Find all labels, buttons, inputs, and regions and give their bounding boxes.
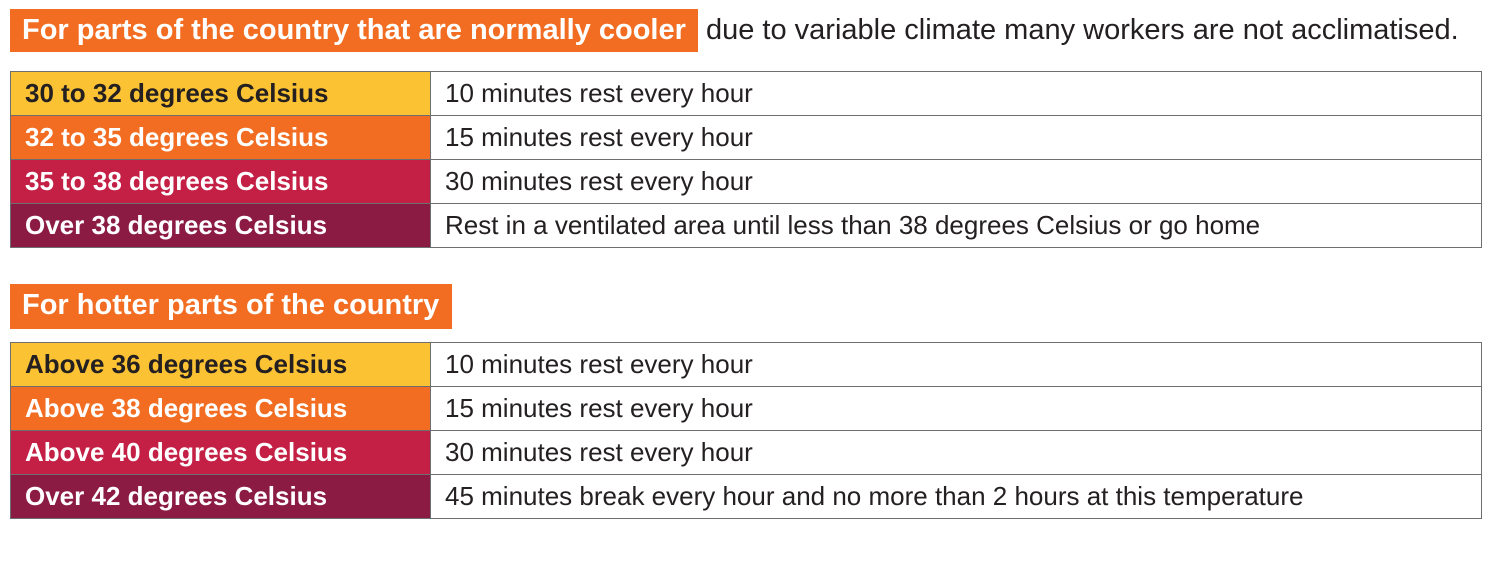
table-row: Above 40 degrees Celsius 30 minutes rest…	[10, 430, 1482, 475]
table-row: Over 42 degrees Celsius 45 minutes break…	[10, 474, 1482, 519]
temperature-range-cell: Over 38 degrees Celsius	[10, 203, 431, 248]
rest-action-cell: 45 minutes break every hour and no more …	[430, 474, 1482, 519]
temperature-range-cell: Above 38 degrees Celsius	[10, 386, 431, 431]
table-row: 30 to 32 degrees Celsius 10 minutes rest…	[10, 71, 1482, 116]
hotter-regions-table: Above 36 degrees Celsius 10 minutes rest…	[10, 342, 1482, 519]
rest-action-cell: 10 minutes rest every hour	[430, 342, 1482, 387]
rest-action-cell: 15 minutes rest every hour	[430, 386, 1482, 431]
table-row: 35 to 38 degrees Celsius 30 minutes rest…	[10, 159, 1482, 204]
table-row: Above 36 degrees Celsius 10 minutes rest…	[10, 342, 1482, 387]
table-row: 32 to 35 degrees Celsius 15 minutes rest…	[10, 115, 1482, 160]
intro-paragraph: For parts of the country that are normal…	[10, 9, 1484, 52]
intro-highlight: For parts of the country that are normal…	[10, 9, 698, 52]
cooler-regions-table: 30 to 32 degrees Celsius 10 minutes rest…	[10, 71, 1482, 248]
temperature-range-cell: Above 36 degrees Celsius	[10, 342, 431, 387]
intro-text: due to variable climate many workers are…	[705, 14, 1459, 46]
rest-action-cell: 30 minutes rest every hour	[430, 430, 1482, 475]
table-row: Over 38 degrees Celsius Rest in a ventil…	[10, 203, 1482, 248]
rest-action-cell: Rest in a ventilated area until less tha…	[430, 203, 1482, 248]
temperature-range-cell: 35 to 38 degrees Celsius	[10, 159, 431, 204]
temperature-range-cell: Above 40 degrees Celsius	[10, 430, 431, 475]
hotter-regions-heading: For hotter parts of the country	[10, 284, 453, 329]
temperature-range-cell: 30 to 32 degrees Celsius	[10, 71, 431, 116]
rest-action-cell: 15 minutes rest every hour	[430, 115, 1482, 160]
table-row: Above 38 degrees Celsius 15 minutes rest…	[10, 386, 1482, 431]
rest-action-cell: 10 minutes rest every hour	[430, 71, 1482, 116]
temperature-range-cell: Over 42 degrees Celsius	[10, 474, 431, 519]
rest-action-cell: 30 minutes rest every hour	[430, 159, 1482, 204]
temperature-range-cell: 32 to 35 degrees Celsius	[10, 115, 431, 160]
